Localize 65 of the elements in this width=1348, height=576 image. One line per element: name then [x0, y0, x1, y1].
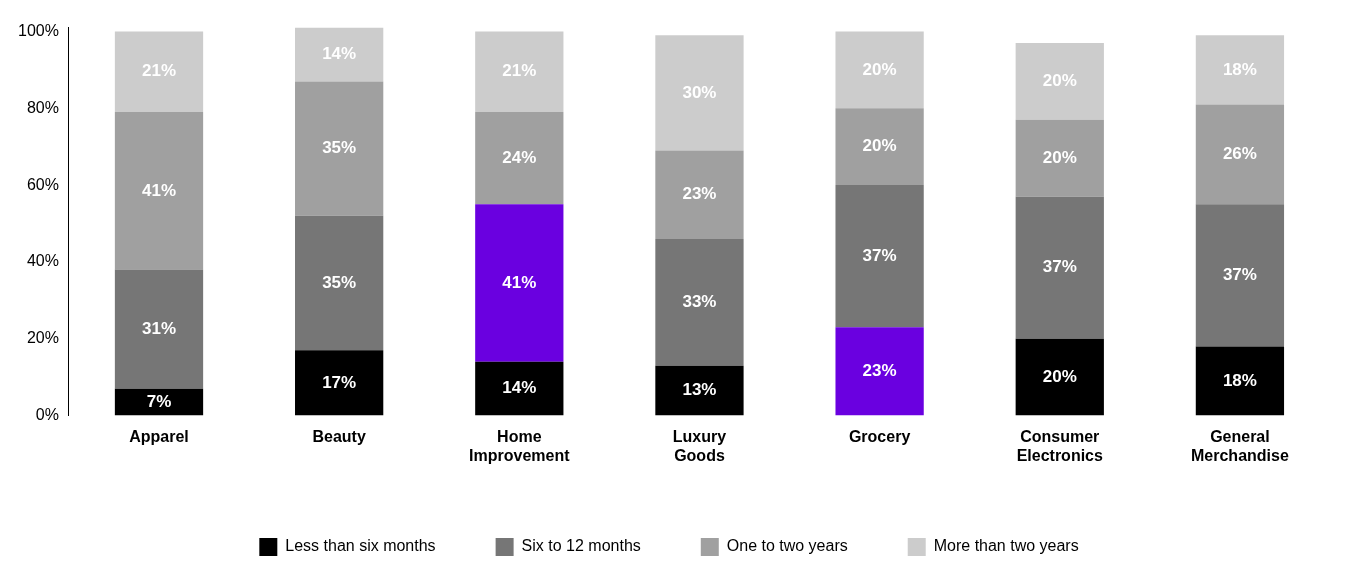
data-label: 20%	[1042, 147, 1077, 167]
data-label: 17%	[322, 372, 357, 392]
bar	[114, 31, 204, 113]
data-label: 37%	[1222, 265, 1257, 285]
bar	[835, 31, 924, 109]
data-label: 23%	[862, 361, 897, 381]
bar	[475, 361, 564, 416]
bar	[295, 350, 384, 416]
data-label: 37%	[1042, 257, 1077, 277]
bar	[114, 269, 204, 389]
y-tick-label: 20%	[26, 329, 59, 347]
x-tick-label: Grocery	[848, 427, 911, 445]
data-label: 33%	[682, 291, 717, 311]
bar	[655, 238, 744, 366]
data-label: 23%	[682, 184, 717, 204]
legend-label: One to two years	[726, 537, 848, 555]
data-label: 35%	[322, 272, 357, 292]
data-label: 41%	[502, 272, 537, 292]
y-tick-label: 0%	[35, 406, 59, 424]
data-label: 41%	[141, 180, 177, 200]
y-tick-label: 100%	[18, 21, 59, 39]
data-label: 26%	[1222, 144, 1257, 164]
bar	[475, 204, 564, 362]
y-tick-label: 80%	[26, 98, 59, 116]
y-tick-label: 40%	[26, 252, 59, 270]
bar	[1195, 104, 1285, 205]
bar	[1015, 42, 1104, 120]
data-label: 13%	[682, 380, 717, 400]
bar	[655, 35, 744, 151]
data-label: 14%	[502, 378, 537, 398]
bar	[1195, 35, 1285, 105]
bar	[655, 150, 744, 239]
bar	[1015, 119, 1104, 197]
x-tick-label: Beauty	[312, 427, 366, 445]
data-label: 37%	[862, 245, 897, 265]
bar	[835, 185, 924, 328]
data-label: 20%	[1042, 366, 1077, 386]
bar	[835, 108, 924, 186]
bar	[295, 27, 384, 82]
x-tick-label: General Merchandise	[1191, 427, 1289, 464]
bar	[295, 81, 384, 216]
x-tick-label: Home Improvement	[469, 427, 571, 464]
bar	[1015, 196, 1104, 339]
bar	[1015, 338, 1104, 416]
bar	[295, 215, 384, 351]
bar	[1195, 346, 1285, 416]
bar	[835, 327, 924, 416]
data-label: 20%	[862, 136, 897, 156]
x-tick-label: Luxury Goods	[672, 427, 727, 464]
data-label: 7%	[146, 391, 172, 411]
legend-label: More than two years	[933, 537, 1079, 555]
bar	[1195, 204, 1285, 347]
data-label: 31%	[141, 318, 177, 338]
bar	[475, 31, 564, 113]
bar	[655, 365, 744, 416]
data-label: 18%	[1222, 370, 1257, 390]
data-label: 35%	[322, 138, 357, 158]
bar	[114, 112, 204, 270]
x-tick-label: Apparel	[129, 427, 189, 445]
y-tick-label: 60%	[26, 175, 59, 193]
data-label: 24%	[502, 147, 537, 167]
legend-label: Less than six months	[285, 537, 436, 555]
bar	[475, 112, 564, 205]
legend-label: Six to 12 months	[521, 537, 641, 555]
x-tick-label: Consumer Electronics	[1016, 427, 1103, 464]
